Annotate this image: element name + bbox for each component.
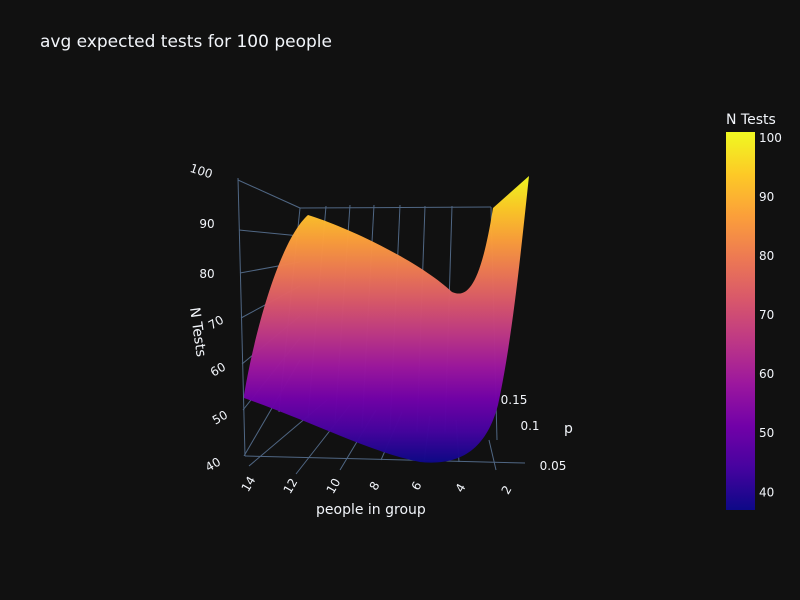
grid-floor-6 bbox=[488, 439, 497, 471]
grid-edge-0 bbox=[237, 177, 246, 457]
x-tick-label: 14 bbox=[239, 474, 259, 494]
grid-line-z-0 bbox=[237, 179, 301, 209]
y-tick-label: 0.1 bbox=[520, 419, 539, 433]
x-axis-title: people in group bbox=[316, 502, 426, 518]
colorbar-tick-label: 50 bbox=[759, 426, 774, 440]
z-axis-title: N Tests bbox=[186, 306, 209, 358]
colorbar-title: N Tests bbox=[726, 112, 776, 128]
z-tick-label: 50 bbox=[210, 408, 230, 428]
colorbar-bar bbox=[726, 132, 755, 510]
colorbar-tick-label: 80 bbox=[759, 249, 774, 263]
z-tick-label: 60 bbox=[208, 360, 228, 380]
grid-line-z-1 bbox=[238, 229, 301, 237]
grid-top bbox=[299, 206, 492, 209]
x-tick-label: 10 bbox=[324, 476, 344, 496]
z-tick-label: 70 bbox=[206, 313, 226, 333]
z-tick-label: 40 bbox=[203, 455, 223, 475]
colorbar-ticks: 40 50 60 70 80 90 100 bbox=[759, 131, 782, 499]
y-tick-label: 0.05 bbox=[540, 459, 567, 473]
x-tick-label: 8 bbox=[367, 479, 383, 493]
y-axis-title: p bbox=[564, 421, 573, 437]
y-tick-label: 0.15 bbox=[501, 393, 528, 407]
chart-title: avg expected tests for 100 people bbox=[40, 32, 332, 52]
x-tick-label: 2 bbox=[499, 483, 515, 497]
z-tick-label: 80 bbox=[199, 267, 214, 281]
colorbar-tick-label: 100 bbox=[759, 131, 782, 145]
x-tick-label: 6 bbox=[409, 479, 425, 493]
colorbar: N Tests 40 50 60 70 80 90 100 bbox=[726, 112, 782, 510]
x-tick-label: 4 bbox=[453, 481, 469, 495]
x-tick-label: 12 bbox=[281, 476, 301, 496]
colorbar-tick-label: 70 bbox=[759, 308, 774, 322]
colorbar-tick-label: 60 bbox=[759, 367, 774, 381]
colorbar-tick-label: 90 bbox=[759, 190, 774, 204]
z-tick-label: 90 bbox=[199, 217, 214, 231]
colorbar-tick-label: 40 bbox=[759, 485, 774, 499]
z-tick-label: 100 bbox=[188, 161, 214, 181]
grid-floor-front bbox=[244, 455, 526, 464]
surface bbox=[244, 176, 529, 463]
